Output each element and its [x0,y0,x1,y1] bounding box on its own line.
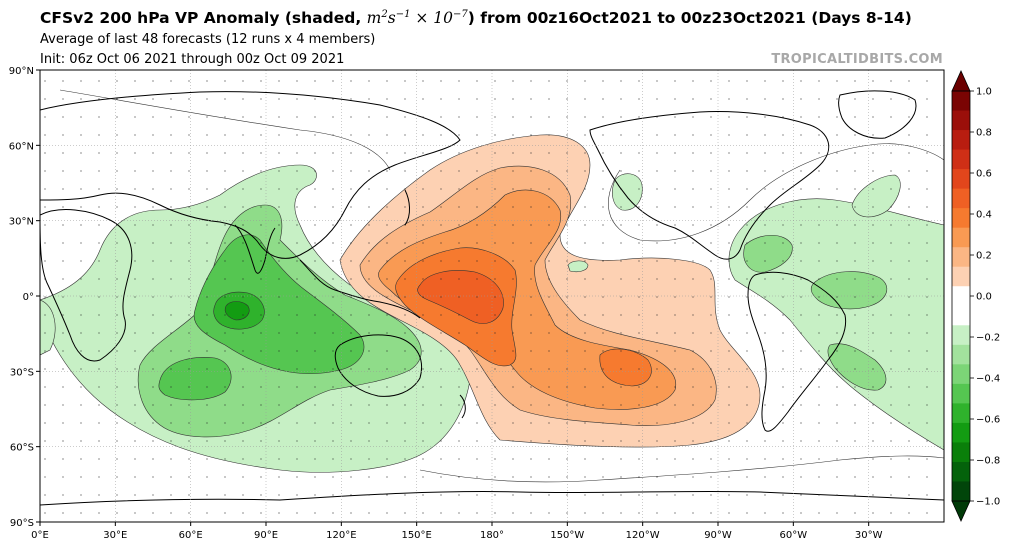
colorbar-segment [952,305,970,326]
colorbar [951,70,971,522]
colorbar-label: 0.2 [976,251,992,262]
watermark: TROPICALTIDBITS.COM [771,52,943,67]
lat-tick-label: 60°S [10,443,34,454]
lat-tick-label: 30°S [10,367,34,378]
lon-tick-label: 60°E [179,530,203,541]
lon-tick-label: 30°E [103,530,127,541]
lat-tick-label: 60°N [9,141,34,152]
lat-tick-label: 0° [23,292,34,303]
longitude-axis: 0°E 30°E 60°E 90°E 120°E 150°E 180° 150°W 120°W 9… [31,522,883,541]
colorbar-segment [952,149,970,170]
colorbar-label: 0.8 [976,128,992,139]
colorbar-segment [952,247,970,268]
map-title: CFSv2 200 hPa VP Anomaly (shaded, m2s−1 … [40,9,912,27]
lat-tick-label: 90°S [10,518,34,529]
colorbar-label: 0.4 [976,210,992,221]
colorbar-segment [952,325,970,346]
colorbar-label: 1.0 [976,87,992,98]
colorbar-labels: 1.0 0.8 0.6 0.4 0.2 0.0 −0.2 −0.4 −0.6 −0.8 −1.0 [970,87,1000,508]
lon-tick-label: 0°E [31,530,49,541]
lat-tick-label: 90°N [9,66,34,77]
lon-tick-label: 90°E [254,530,278,541]
colorbar-label: −0.2 [976,333,1000,344]
colorbar-max-extension [951,70,971,92]
colorbar-segment [952,344,970,365]
colorbar-label: −1.0 [976,497,1000,508]
latitude-axis: 90°N 60°N 30°N 0° 30°S 60°S 90°S [9,66,40,529]
colorbar-segment [952,110,970,131]
colorbar-segment [952,286,970,307]
colorbar-segment [952,422,970,443]
title-suffix: ) from 00z16Oct2021 to 00z23Oct2021 (Day… [467,9,912,28]
colorbar-segment [952,461,970,482]
colorbar-segment [952,266,970,287]
title-prefix: CFSv2 200 hPa VP Anomaly (shaded, [40,9,367,28]
colorbar-segment [952,188,970,209]
lon-tick-label: 150°E [401,530,431,541]
lat-tick-label: 30°N [9,217,34,228]
lon-tick-label: 120°W [626,530,660,541]
colorbar-segment [952,169,970,190]
colorbar-segment [952,442,970,463]
colorbar-label: −0.8 [976,456,1000,467]
map-panel [40,70,944,522]
lon-tick-label: 30°W [855,530,883,541]
colorbar-label: 0.0 [976,292,992,303]
colorbar-segment [952,383,970,404]
colorbar-min-extension [951,500,971,522]
colorbar-segment [952,403,970,424]
lon-tick-label: 60°W [780,530,808,541]
subtitle-init: Init: 06z Oct 06 2021 through 00z Oct 09… [40,52,345,67]
lon-tick-label: 90°W [704,530,732,541]
subtitle-ensemble: Average of last 48 forecasts (12 runs x … [40,32,376,47]
lon-tick-label: 120°E [326,530,356,541]
colorbar-label: 0.6 [976,169,992,180]
title-units: m2s−1 × 10−7 [366,9,468,28]
colorbar-segment [952,130,970,151]
colorbar-segment [952,364,970,385]
lon-tick-label: 150°W [550,530,584,541]
colorbar-segment [952,91,970,112]
colorbar-label: −0.4 [976,374,1000,385]
graticule [40,70,944,522]
colorbar-label: −0.6 [976,415,1000,426]
colorbar-segment [952,227,970,248]
colorbar-segment [952,208,970,229]
lon-tick-label: 180° [480,530,504,541]
colorbar-segment [952,481,970,502]
